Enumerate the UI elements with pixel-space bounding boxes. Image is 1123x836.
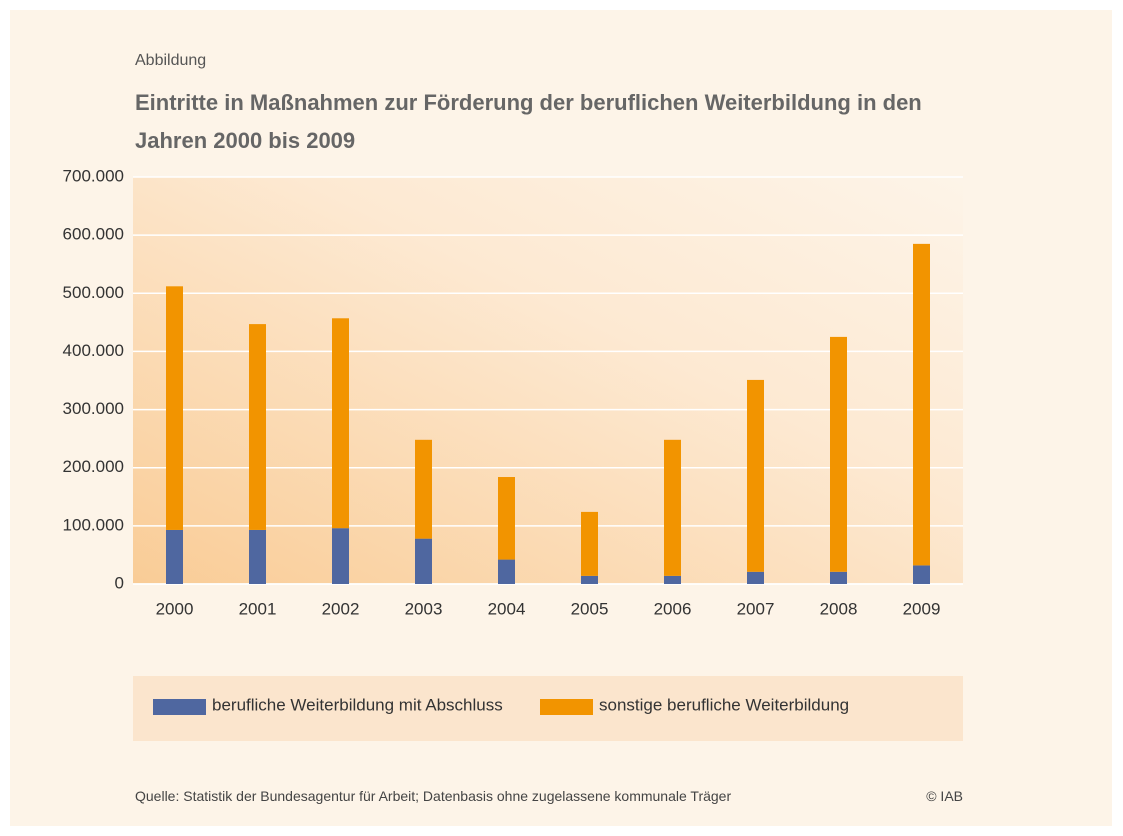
plot-area: [133, 177, 963, 584]
bar-segment: [664, 439, 681, 576]
x-tick-label: 2002: [322, 599, 360, 618]
bar-segment: [332, 528, 349, 584]
y-tick-label: 0: [115, 573, 124, 592]
legend-label: sonstige berufliche Weiterbildung: [599, 695, 849, 714]
legend-swatch: [540, 699, 593, 715]
bar-segment: [166, 286, 183, 530]
bar-segment: [913, 565, 930, 584]
y-tick-label: 100.000: [63, 515, 124, 534]
bar-segment: [913, 243, 930, 566]
legend-label: berufliche Weiterbildung mit Abschluss: [212, 695, 503, 714]
x-tick-label: 2000: [156, 599, 194, 618]
kicker: Abbildung: [135, 52, 207, 69]
source: Quelle: Statistik der Bundesagentur für …: [135, 788, 732, 804]
bar-segment: [415, 439, 432, 539]
x-tick-label: 2005: [571, 599, 609, 618]
x-tick-label: 2007: [737, 599, 775, 618]
bar-segment: [830, 336, 847, 572]
chart-title: Eintritte in Maßnahmen zur Förderung der…: [135, 90, 922, 153]
x-tick-label: 2008: [820, 599, 858, 618]
bar-segment: [830, 571, 847, 584]
bar-segment: [166, 529, 183, 584]
bar-segment: [332, 318, 349, 529]
y-tick-label: 500.000: [63, 283, 124, 302]
x-tick-label: 2001: [239, 599, 277, 618]
x-tick-label: 2006: [654, 599, 692, 618]
y-tick-label: 200.000: [63, 457, 124, 476]
y-tick-label: 600.000: [63, 225, 124, 244]
y-tick-label: 700.000: [63, 166, 124, 185]
bar-segment: [498, 559, 515, 584]
bar-segment: [664, 575, 681, 584]
copyright: © IAB: [926, 788, 963, 804]
x-tick-label: 2004: [488, 599, 526, 618]
bar-segment: [249, 529, 266, 584]
bar-segment: [581, 575, 598, 584]
y-tick-label: 300.000: [63, 399, 124, 418]
x-tick-label: 2003: [405, 599, 443, 618]
bar-segment: [581, 511, 598, 576]
bar-segment: [249, 324, 266, 530]
y-tick-label: 400.000: [63, 341, 124, 360]
legend-swatch: [153, 699, 206, 715]
bar-segment: [747, 571, 764, 584]
bar-segment: [498, 477, 515, 560]
x-tick-label: 2009: [903, 599, 941, 618]
bar-segment: [415, 538, 432, 584]
bar-segment: [747, 379, 764, 572]
